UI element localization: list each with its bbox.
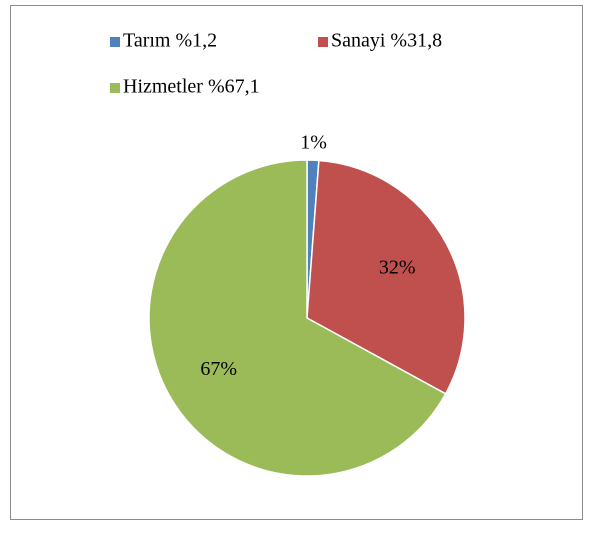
legend-swatch <box>110 37 120 47</box>
legend-label: Sanayi %31,8 <box>331 30 442 52</box>
data-label: 32% <box>379 257 416 279</box>
data-label: 67% <box>200 358 237 380</box>
legend-label: Hizmetler %67,1 <box>123 76 260 98</box>
data-label: 1% <box>300 132 327 154</box>
legend-label: Tarım %1,2 <box>123 30 217 52</box>
pie-slice <box>306 159 466 395</box>
legend-swatch <box>110 83 120 93</box>
pie-slice <box>148 159 447 477</box>
legend-swatch <box>318 37 328 47</box>
